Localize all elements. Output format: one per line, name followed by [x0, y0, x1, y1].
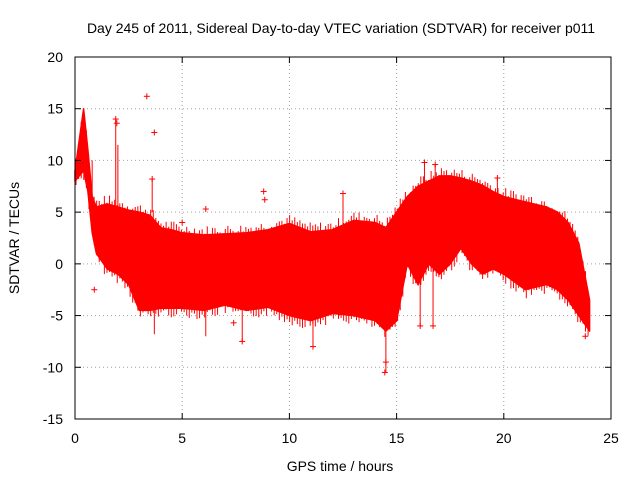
data-point — [149, 176, 156, 183]
x-tick-label: 0 — [71, 430, 79, 446]
y-tick-label: 0 — [55, 256, 63, 272]
data-point — [230, 319, 237, 326]
data-point — [432, 161, 439, 168]
x-axis-label: GPS time / hours — [287, 458, 394, 474]
y-axis-label: SDTVAR / TECUs — [6, 182, 22, 294]
data-point — [179, 219, 186, 226]
chart-title: Day 245 of 2011, Sidereal Day-to-day VTE… — [87, 20, 595, 36]
x-tick-label: 5 — [178, 430, 186, 446]
data-point — [382, 359, 389, 366]
y-tick-label: 5 — [55, 204, 63, 220]
data-point — [582, 333, 589, 340]
x-tick-label: 10 — [282, 430, 298, 446]
y-tick-label: -5 — [51, 308, 64, 324]
plot-frame — [74, 56, 612, 420]
data-point — [151, 129, 158, 136]
data-point — [430, 322, 437, 329]
data-point — [417, 322, 424, 329]
plot-border — [74, 56, 612, 420]
y-tick-label: 15 — [47, 101, 63, 117]
data-point — [494, 175, 501, 182]
y-tick-label: 20 — [47, 49, 63, 65]
data-point — [112, 116, 119, 123]
data-point — [309, 343, 316, 350]
data-point — [239, 338, 246, 345]
data-point — [261, 196, 268, 203]
axis-ticks: 0 5 10 15 20 25 -15 -10 -5 0 5 10 15 20 — [43, 49, 619, 446]
x-tick-label: 25 — [603, 430, 619, 446]
x-tick-label: 15 — [389, 430, 405, 446]
data-band — [74, 107, 591, 332]
data-series — [74, 93, 591, 376]
data-point — [91, 286, 98, 293]
data-point — [421, 159, 428, 166]
y-tick-label: -15 — [43, 411, 63, 427]
data-point — [381, 369, 388, 376]
data-point — [113, 120, 120, 127]
x-tick-label: 20 — [496, 430, 512, 446]
data-point — [202, 206, 209, 213]
y-tick-label: -10 — [43, 359, 63, 375]
data-point — [143, 93, 150, 100]
data-point — [340, 190, 346, 197]
data-point — [260, 188, 267, 195]
y-tick-label: 10 — [47, 152, 63, 168]
